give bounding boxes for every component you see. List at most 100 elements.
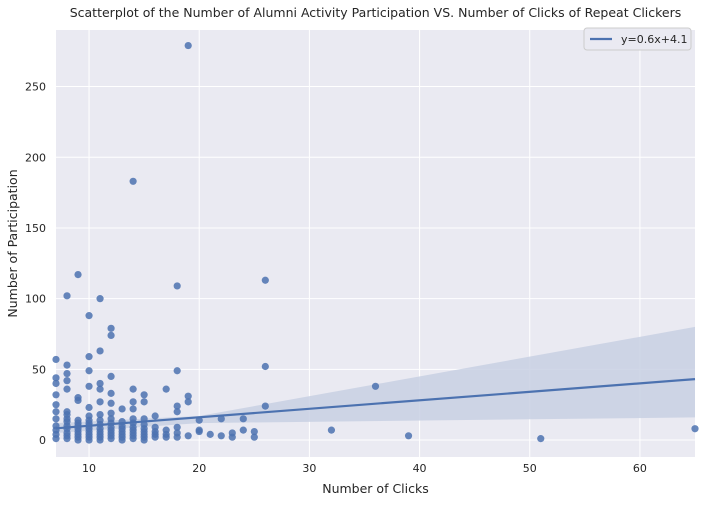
data-point bbox=[173, 367, 181, 375]
data-point bbox=[173, 282, 181, 290]
data-point bbox=[261, 362, 269, 371]
data-point bbox=[162, 433, 170, 441]
data-point bbox=[52, 355, 60, 364]
data-point bbox=[140, 391, 148, 399]
data-point bbox=[52, 374, 60, 382]
data-point bbox=[118, 436, 126, 444]
data-point bbox=[173, 402, 181, 410]
data-point bbox=[129, 435, 137, 443]
data-point bbox=[261, 276, 269, 284]
data-point bbox=[52, 435, 60, 443]
data-point bbox=[129, 177, 137, 185]
confidence-band-layer bbox=[56, 326, 695, 433]
data-point bbox=[184, 432, 192, 440]
data-point bbox=[63, 377, 71, 385]
data-point bbox=[140, 436, 148, 444]
data-point bbox=[52, 408, 60, 416]
data-point bbox=[327, 426, 336, 434]
x-tick-label: 50 bbox=[523, 462, 537, 475]
data-point bbox=[96, 379, 104, 388]
data-point bbox=[371, 382, 380, 390]
legend: y=0.6x+4.1 bbox=[583, 27, 692, 51]
data-point bbox=[96, 385, 104, 393]
data-point bbox=[107, 435, 115, 443]
y-tick-label: 250 bbox=[25, 81, 46, 94]
data-point bbox=[129, 398, 137, 406]
data-point bbox=[250, 433, 258, 441]
grid-lines bbox=[56, 30, 695, 457]
data-point bbox=[85, 382, 93, 390]
data-point bbox=[52, 379, 60, 388]
data-point bbox=[195, 427, 203, 436]
x-tick-label: 30 bbox=[302, 462, 316, 475]
data-point bbox=[107, 324, 115, 332]
data-point bbox=[107, 331, 115, 340]
data-point bbox=[96, 410, 104, 419]
regression-line-layer bbox=[55, 377, 696, 430]
data-point bbox=[162, 385, 170, 393]
data-point bbox=[206, 430, 214, 438]
data-point bbox=[239, 426, 247, 434]
data-point bbox=[691, 425, 699, 433]
x-tick-label: 40 bbox=[413, 462, 427, 475]
data-point bbox=[537, 435, 545, 443]
data-point bbox=[96, 436, 104, 444]
data-points bbox=[52, 41, 699, 444]
legend-label: y=0.6x+4.1 bbox=[621, 33, 687, 46]
data-point bbox=[173, 433, 181, 441]
data-point bbox=[85, 367, 93, 375]
data-point bbox=[228, 433, 236, 441]
data-point bbox=[217, 432, 225, 440]
data-point bbox=[107, 389, 115, 397]
data-point bbox=[151, 412, 159, 420]
data-point bbox=[184, 392, 192, 400]
legend-box bbox=[583, 27, 692, 51]
y-tick-label: 150 bbox=[25, 222, 46, 235]
data-point bbox=[63, 385, 71, 393]
data-point bbox=[52, 415, 60, 423]
x-axis-label: Number of Clicks bbox=[322, 481, 429, 496]
x-tick-label: 10 bbox=[82, 462, 96, 475]
data-point bbox=[184, 398, 192, 406]
y-axis-label: Number of Participation bbox=[5, 169, 20, 317]
data-point bbox=[107, 399, 115, 407]
regression-line bbox=[55, 377, 696, 430]
data-point bbox=[74, 396, 82, 405]
data-point bbox=[85, 436, 93, 444]
data-point bbox=[151, 433, 159, 441]
chart-title: Scatterplot of the Number of Alumni Acti… bbox=[70, 5, 682, 20]
y-tick-label: 100 bbox=[25, 293, 46, 306]
data-point bbox=[85, 353, 93, 361]
data-point bbox=[96, 295, 104, 303]
data-point bbox=[52, 391, 60, 399]
data-point bbox=[74, 271, 82, 279]
data-point bbox=[217, 415, 225, 423]
data-point bbox=[96, 347, 104, 355]
data-point bbox=[85, 403, 93, 412]
data-point bbox=[96, 398, 104, 406]
y-tick-label: 50 bbox=[32, 363, 46, 376]
data-point bbox=[173, 408, 181, 416]
data-point bbox=[118, 405, 126, 413]
data-point bbox=[52, 401, 60, 409]
data-point bbox=[129, 405, 137, 413]
data-point bbox=[239, 415, 247, 423]
data-point bbox=[404, 432, 413, 440]
data-point bbox=[184, 41, 192, 50]
data-point bbox=[129, 385, 137, 393]
y-tick-label: 0 bbox=[39, 434, 46, 447]
x-tick-label: 60 bbox=[633, 462, 647, 475]
data-point bbox=[85, 312, 93, 320]
data-point bbox=[250, 427, 258, 436]
data-point bbox=[173, 423, 181, 431]
data-point bbox=[63, 361, 71, 369]
data-point bbox=[63, 369, 71, 378]
data-point bbox=[63, 292, 71, 300]
y-tick-label: 200 bbox=[25, 151, 46, 164]
data-point bbox=[107, 409, 115, 417]
data-point bbox=[140, 398, 148, 406]
data-point bbox=[107, 372, 115, 381]
data-point bbox=[63, 435, 71, 443]
